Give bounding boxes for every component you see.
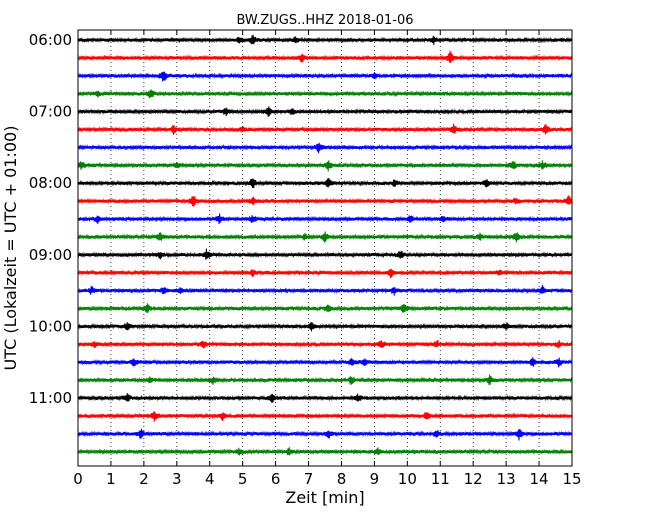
x-axis-label: Zeit [min] [285,488,364,507]
y-tick-label: 07:00 [29,103,72,121]
y-tick-label: 10:00 [29,317,72,335]
seismic-trace-0645 [77,89,573,99]
y-axis-label: UTC (Lokalzeit = UTC + 01:00) [1,126,20,371]
x-tick-label: 11 [431,470,450,488]
seismic-trace-0945 [77,303,573,314]
seismic-trace-0745 [77,160,573,172]
x-tick-label: 9 [370,470,380,488]
x-tick-label: 2 [139,470,149,488]
chart-title: BW.ZUGS..HHZ 2018-01-06 [236,13,413,28]
seismic-trace-0845 [77,231,573,243]
x-tick-label: 4 [205,470,215,488]
seismic-trace-1045 [77,374,573,385]
x-tick-label: 3 [172,470,182,488]
x-axis: 0 1 2 3 4 5 6 7 8 9 10 11 12 13 14 15 [73,30,582,488]
seismic-trace-1000 [77,322,573,332]
grid-lines [110,30,540,466]
seismic-trace-0915 [77,268,573,279]
plot-frame [77,29,573,467]
seismic-trace-0730 [77,142,573,154]
seismic-trace-0600 [77,34,573,46]
seismic-trace-0700 [77,106,573,117]
x-tick-label: 12 [464,470,483,488]
x-tick-label: 6 [271,470,281,488]
seismic-trace-0615 [77,50,573,63]
seismic-trace-1100 [77,393,573,403]
x-tick-label: 14 [530,470,549,488]
x-tick-label: 0 [73,470,83,488]
seismic-trace-1130 [77,428,573,441]
x-tick-label: 7 [304,470,314,488]
seismic-trace-1030 [77,357,573,368]
seismic-trace-1015 [77,339,573,349]
x-tick-label: 10 [398,470,417,488]
seismic-trace-0830 [77,213,573,225]
x-tick-label: 5 [238,470,248,488]
seismic-trace-0900 [77,248,573,260]
seismic-trace-0930 [77,284,573,296]
seismic-trace-0715 [77,123,573,136]
y-tick-label: 06:00 [29,31,72,49]
seismic-trace-1145 [77,447,573,456]
x-tick-label: 13 [497,470,516,488]
seismic-trace-0815 [77,195,573,207]
x-tick-label: 15 [562,470,581,488]
y-axis: 06:00 07:00 08:00 09:00 10:00 11:00 [29,31,572,407]
x-tick-label: 1 [106,470,116,488]
y-tick-label: 11:00 [29,389,72,407]
x-tick-label: 8 [337,470,347,488]
seismic-trace-0630 [77,71,573,82]
trace-group [77,34,573,456]
y-tick-label: 08:00 [29,174,72,192]
seismic-trace-1115 [77,411,573,422]
y-tick-label: 09:00 [29,246,72,264]
seismic-trace-0800 [77,177,573,189]
